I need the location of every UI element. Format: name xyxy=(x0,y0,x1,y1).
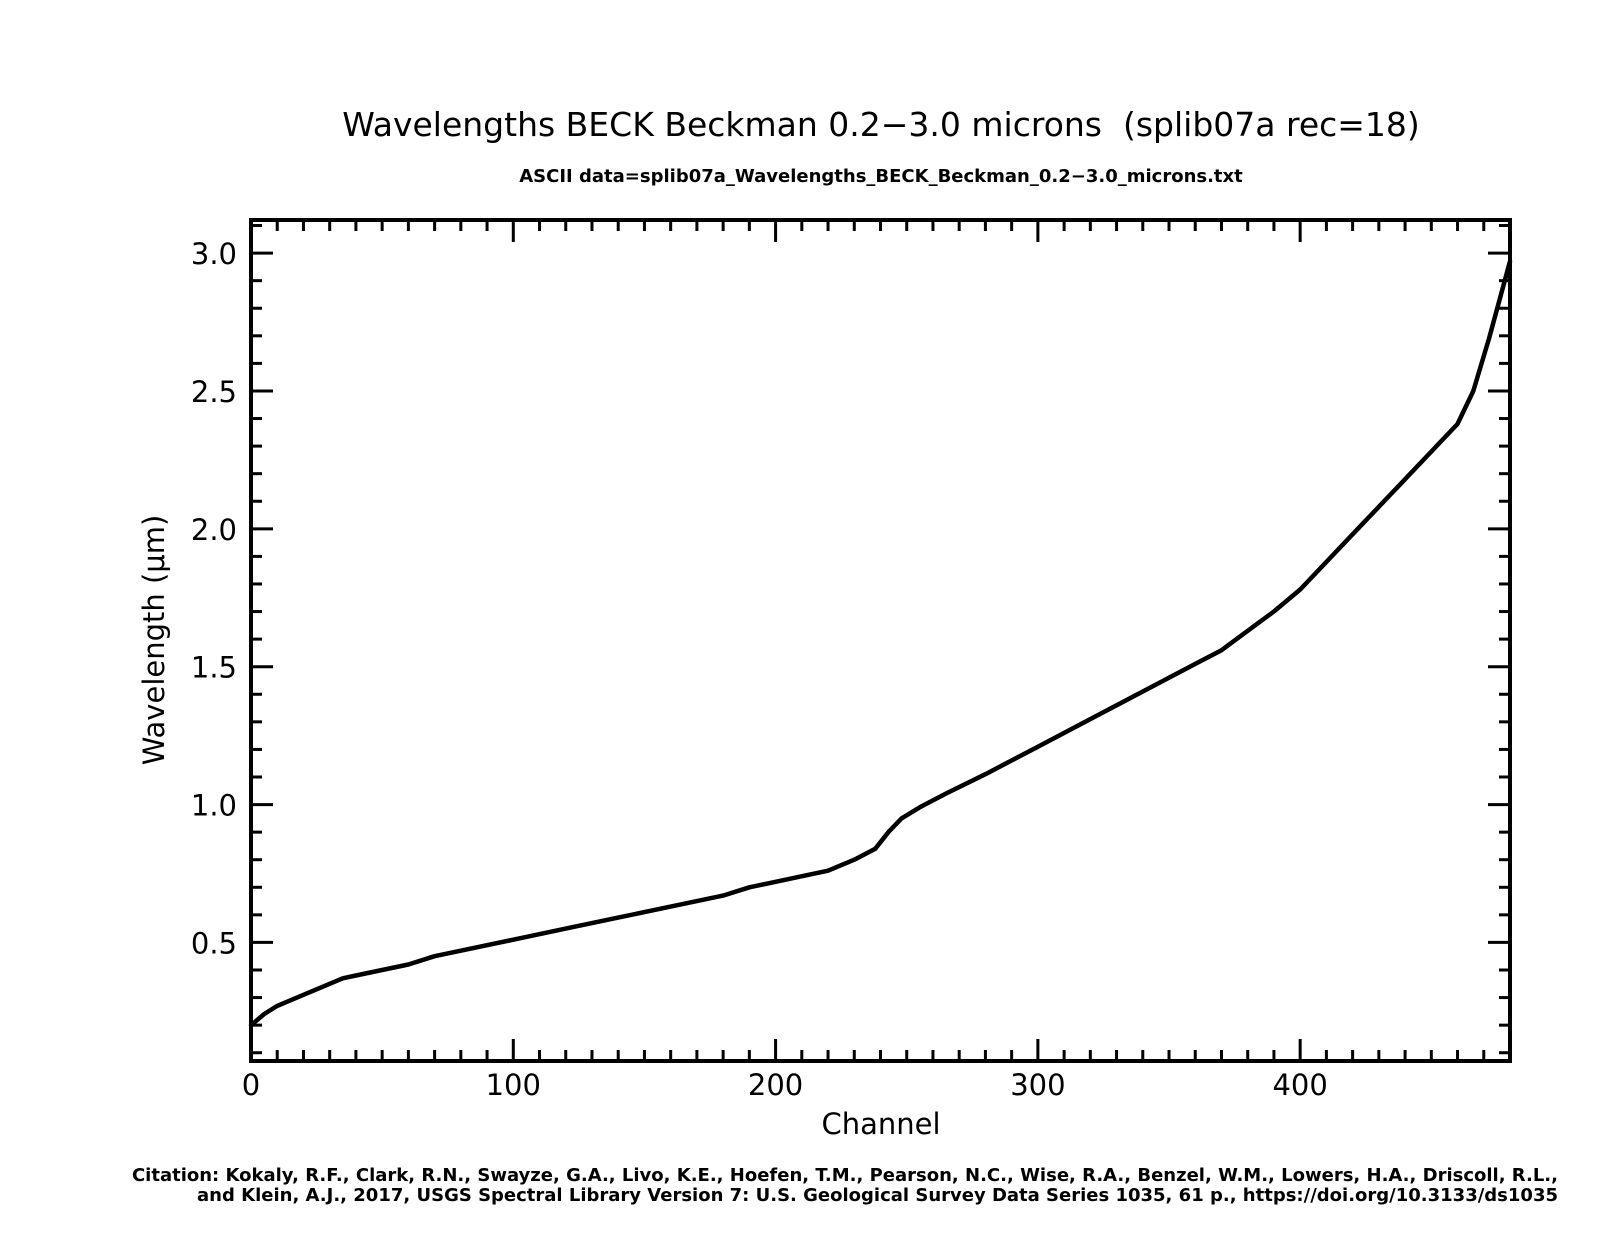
x-tick-label: 300 xyxy=(1010,1068,1065,1102)
chart-title: Wavelengths BECK Beckman 0.2−3.0 microns… xyxy=(342,105,1420,144)
series-line xyxy=(248,259,1513,1028)
x-axis-label: Channel xyxy=(821,1107,940,1141)
y-tick-label: 1.0 xyxy=(191,789,237,823)
x-tick-label: 400 xyxy=(1272,1068,1327,1102)
y-tick-label: 2.5 xyxy=(191,375,237,409)
y-tick-label: 1.5 xyxy=(191,651,237,685)
y-axis-label: Wavelength (μm) xyxy=(137,515,171,766)
y-tick-label: 2.0 xyxy=(191,513,237,547)
citation-line-2: and Klein, A.J., 2017, USGS Spectral Lib… xyxy=(197,1185,1558,1206)
y-tick-label: 3.0 xyxy=(191,237,237,271)
tick-labels: 0 100 200 300 400 0.5 1.0 1.5 2.0 2.5 3.0 xyxy=(191,237,1328,1102)
x-tick-label: 200 xyxy=(748,1068,803,1102)
citation-line-1: Citation: Kokaly, R.F., Clark, R.N., Swa… xyxy=(132,1165,1558,1186)
x-tick-label: 100 xyxy=(486,1068,541,1102)
axis-ticks xyxy=(249,220,1512,1061)
plot-frame xyxy=(249,218,1512,1063)
x-tick-label: 0 xyxy=(242,1068,260,1102)
y-tick-label: 0.5 xyxy=(191,926,237,960)
chart-subtitle: ASCII data=splib07a_Wavelengths_BECK_Bec… xyxy=(519,166,1243,187)
